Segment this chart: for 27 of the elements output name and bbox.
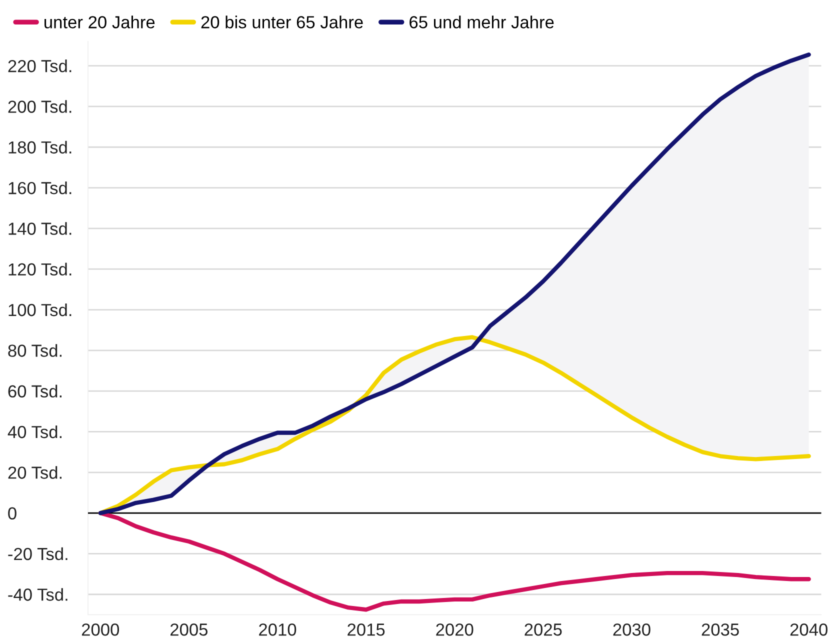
legend-label: unter 20 Jahre	[44, 16, 155, 28]
y-tick-label: 40 Tsd.	[8, 425, 62, 438]
line-series	[98, 510, 811, 612]
y-tick-label: 80 Tsd.	[8, 344, 62, 357]
y-tick-label: 200 Tsd.	[8, 100, 72, 113]
y-tick-label: 60 Tsd.	[8, 384, 62, 398]
y-tick-label: 120 Tsd.	[8, 262, 72, 276]
x-tick-label: 2020	[436, 623, 474, 636]
y-tick-label: 0	[8, 507, 16, 520]
x-tick-label: 2015	[348, 623, 385, 636]
y-tick-label: -40 Tsd.	[8, 588, 68, 601]
x-tick-label: 2025	[524, 623, 562, 636]
x-tick-label: 2005	[170, 623, 208, 636]
y-tick-label: 160 Tsd.	[8, 181, 72, 194]
legend-label: 65 und mehr Jahre	[410, 16, 554, 28]
x-tick-label: 2030	[613, 623, 650, 636]
y-tick-label: 20 Tsd.	[8, 466, 62, 479]
x-tick-label: 2000	[82, 623, 120, 636]
x-tick-label: 2010	[259, 623, 296, 636]
legend-label: 20 bis unter 65 Jahre	[201, 16, 363, 28]
y-tick-label: 220 Tsd.	[8, 60, 72, 72]
y-tick-label: -20 Tsd.	[8, 547, 68, 560]
y-tick-label: 100 Tsd.	[8, 303, 72, 316]
y-tick-label: 180 Tsd.	[8, 140, 72, 154]
x-tick-label: 2040	[790, 623, 828, 636]
y-tick-label: 140 Tsd.	[8, 222, 72, 235]
x-tick-label: 2035	[702, 623, 739, 636]
